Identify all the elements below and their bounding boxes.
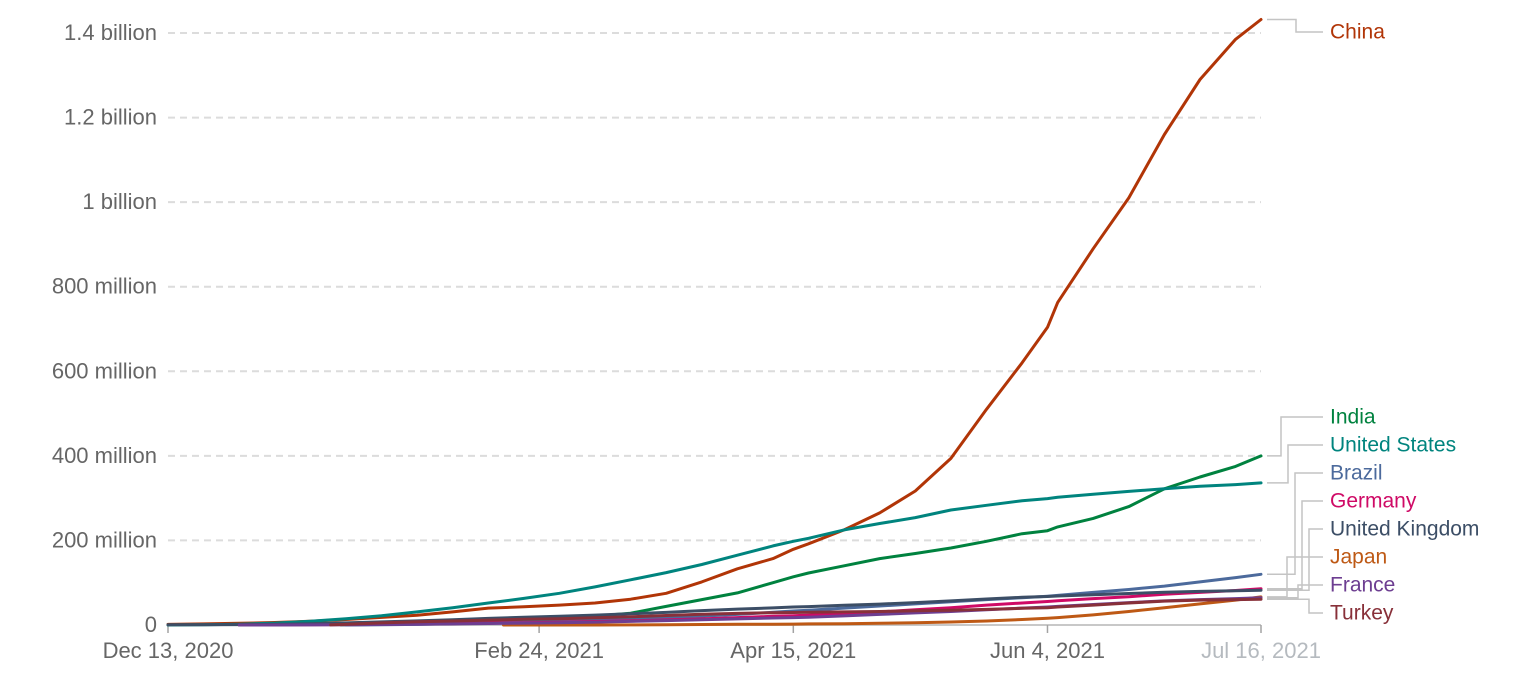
x-tick-label-apr-15-2021: Apr 15, 2021 (730, 638, 856, 663)
y-tick-label-600-million: 600 million (52, 358, 157, 383)
entity-label-france[interactable]: France (1330, 574, 1395, 597)
series-line-turkey[interactable] (329, 597, 1263, 627)
entity-label-united-states[interactable]: United States (1330, 434, 1456, 457)
entity-label-turkey[interactable]: Turkey (1330, 602, 1394, 625)
label-connector-united-kingdom (1267, 528, 1323, 591)
y-tick-label-200-million: 200 million (52, 527, 157, 552)
series-line-japan[interactable] (502, 595, 1263, 627)
series-line-united-states[interactable] (166, 481, 1263, 627)
y-tick-label-800-million: 800 million (52, 274, 157, 299)
label-connector-japan (1267, 556, 1323, 598)
label-connector-brazil (1267, 472, 1323, 576)
entity-label-india[interactable]: India (1330, 406, 1376, 429)
y-tick-label-400-million: 400 million (52, 443, 157, 468)
label-connector-china (1267, 18, 1323, 33)
entity-label-china[interactable]: China (1330, 21, 1385, 44)
label-connector-india (1267, 416, 1323, 457)
y-tick-label-0: 0 (145, 612, 157, 637)
x-tick-label-jun-4-2021: Jun 4, 2021 (990, 638, 1105, 663)
label-connector-france (1267, 584, 1323, 599)
y-tick-label-1-4-billion: 1.4 billion (64, 20, 157, 45)
entity-label-germany[interactable]: Germany (1330, 490, 1417, 513)
x-tick-label-feb-24-2021: Feb 24, 2021 (474, 638, 604, 663)
entity-label-brazil[interactable]: Brazil (1330, 462, 1383, 485)
series-line-china[interactable] (166, 18, 1263, 626)
entity-label-japan[interactable]: Japan (1330, 546, 1387, 569)
x-tick-label-jul-16-2021: Jul 16, 2021 (1201, 638, 1321, 663)
label-connector-turkey (1267, 598, 1323, 614)
y-tick-label-1-billion: 1 billion (82, 189, 157, 214)
entity-label-united-kingdom[interactable]: United Kingdom (1330, 518, 1479, 541)
label-connector-germany (1267, 500, 1323, 590)
label-connector-united-states (1267, 444, 1323, 484)
y-tick-label-1-2-billion: 1.2 billion (64, 105, 157, 130)
x-tick-label-dec-13-2020: Dec 13, 2020 (103, 638, 234, 663)
